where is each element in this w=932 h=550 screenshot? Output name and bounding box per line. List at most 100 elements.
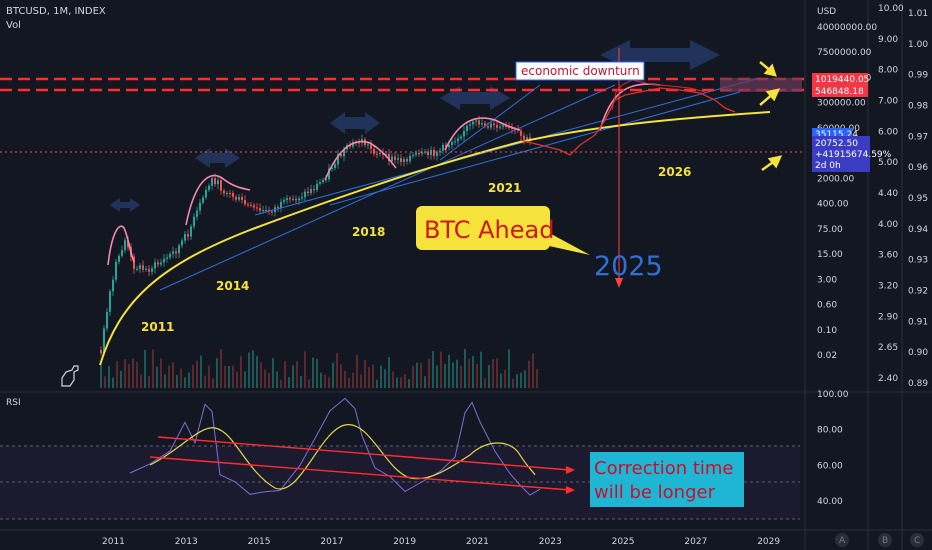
candle-body: [109, 291, 111, 312]
volume-bar: [340, 364, 342, 388]
candle-body: [139, 265, 141, 269]
candle-body: [448, 145, 450, 148]
volume-bar: [532, 353, 534, 388]
volume-bar: [124, 358, 126, 388]
candle-body: [397, 158, 399, 160]
price-tick: 0.60: [817, 301, 837, 311]
candle-body: [256, 207, 258, 209]
button-circle[interactable]: [835, 533, 849, 547]
volume-bar: [176, 375, 178, 388]
target-zone: [720, 78, 802, 92]
time-tick: 2029: [757, 537, 780, 547]
price-tick: 2000.00: [817, 174, 854, 184]
volume-bar: [528, 360, 530, 388]
volume-bar: [288, 377, 290, 388]
badge-target-high-text: 1019440.05: [815, 75, 869, 85]
candle-body: [121, 250, 123, 256]
candle-body: [478, 120, 480, 125]
secondary-axis-a-ticks: 10.00 9.00 8.00 7.00 6.00 5.00 4.40 4.00 3.60 3.2…: [878, 4, 904, 384]
badge-change-text: +41915674.59%: [815, 150, 892, 160]
rsi-trend-lower: [149, 456, 571, 491]
candle-body: [328, 168, 330, 180]
symbol-title[interactable]: BTCUSD, 1M, INDEX: [6, 6, 106, 17]
trend-line: [254, 77, 761, 216]
volume-bar: [132, 358, 134, 388]
volume-bar: [300, 375, 302, 388]
volume-bar: [400, 377, 402, 388]
candle-body: [307, 191, 309, 194]
bottom-buttons[interactable]: A B C: [835, 533, 924, 547]
volume-bar: [252, 350, 254, 388]
time-axis-ticks: 2011 2013 2015 2017 2019 2021 2023 2025 2027 2029: [102, 537, 780, 547]
candle-body: [385, 154, 387, 156]
volume-bar: [304, 351, 306, 388]
cycle-year-2018: 2018: [352, 225, 385, 239]
candle-body: [430, 149, 432, 156]
candle-body: [427, 151, 429, 156]
arrow-head: [767, 155, 783, 169]
axis-b-tick: 0.89: [908, 379, 928, 389]
volume-bar: [520, 372, 522, 388]
candle-body: [412, 154, 414, 156]
volume-bar: [160, 358, 162, 388]
button-circle[interactable]: [910, 533, 924, 547]
candle-body: [325, 179, 327, 181]
candle-body: [292, 198, 294, 200]
candle-body: [175, 251, 177, 254]
button-b[interactable]: B: [882, 536, 888, 546]
secondary-axis-b-ticks: 1.01 1.00 0.99 0.98 0.97 0.96 0.95 0.94 0.93 0.92…: [908, 9, 928, 389]
volume-bar: [404, 374, 406, 388]
volume-bar: [256, 356, 258, 388]
candle-body: [118, 255, 120, 262]
candle-body: [352, 142, 354, 147]
volume-bar: [164, 374, 166, 388]
candle-body: [406, 159, 408, 162]
time-tick: 2017: [320, 537, 343, 547]
axis-b-tick: 0.96: [908, 163, 928, 173]
volume-bar: [264, 369, 266, 388]
button-circle[interactable]: [878, 533, 892, 547]
volume-bar: [268, 373, 270, 388]
candle-body: [472, 121, 474, 125]
volume-bar: [388, 357, 390, 388]
arrow-head: [763, 63, 777, 77]
candle-body: [523, 135, 525, 140]
volume-bar: [348, 377, 350, 388]
yellow-arrows: [759, 61, 783, 172]
faded-arrows: [110, 40, 720, 212]
arrow-head: [765, 88, 781, 102]
candle-body: [493, 123, 495, 126]
volume-bar: [120, 370, 122, 388]
correction-line-1: Correction time: [594, 458, 734, 479]
volume-bar: [316, 358, 318, 388]
candle-body: [190, 226, 192, 237]
price-tick: 3.00: [817, 275, 837, 285]
volume-bar: [312, 357, 314, 388]
callout-pointer: [540, 228, 590, 255]
volume-bar: [232, 365, 234, 388]
volume-bar: [188, 372, 190, 388]
volume-bar: [308, 379, 310, 388]
peak-arc: [324, 140, 397, 181]
volume-bar: [148, 376, 150, 388]
peak-arc: [107, 225, 135, 266]
yellow-support-curve: [99, 111, 771, 366]
candle-body: [169, 253, 171, 258]
volume-bar: [380, 365, 382, 388]
button-a[interactable]: A: [839, 536, 846, 546]
volume-bar: [192, 364, 194, 388]
price-tick: 7500000.00: [817, 48, 872, 58]
time-tick: 2023: [539, 537, 562, 547]
candle-body: [526, 137, 528, 140]
volume-bars: [100, 348, 538, 388]
button-c[interactable]: C: [914, 536, 920, 546]
rsi-tick: 40.00: [817, 497, 843, 507]
volume-bar: [260, 362, 262, 388]
rsi-ma-line: [149, 424, 536, 490]
volume-bar: [488, 365, 490, 388]
volume-bar: [508, 349, 510, 388]
cycle-year-2021: 2021: [488, 181, 521, 195]
volume-bar: [104, 376, 106, 388]
time-tick: 2019: [393, 537, 416, 547]
